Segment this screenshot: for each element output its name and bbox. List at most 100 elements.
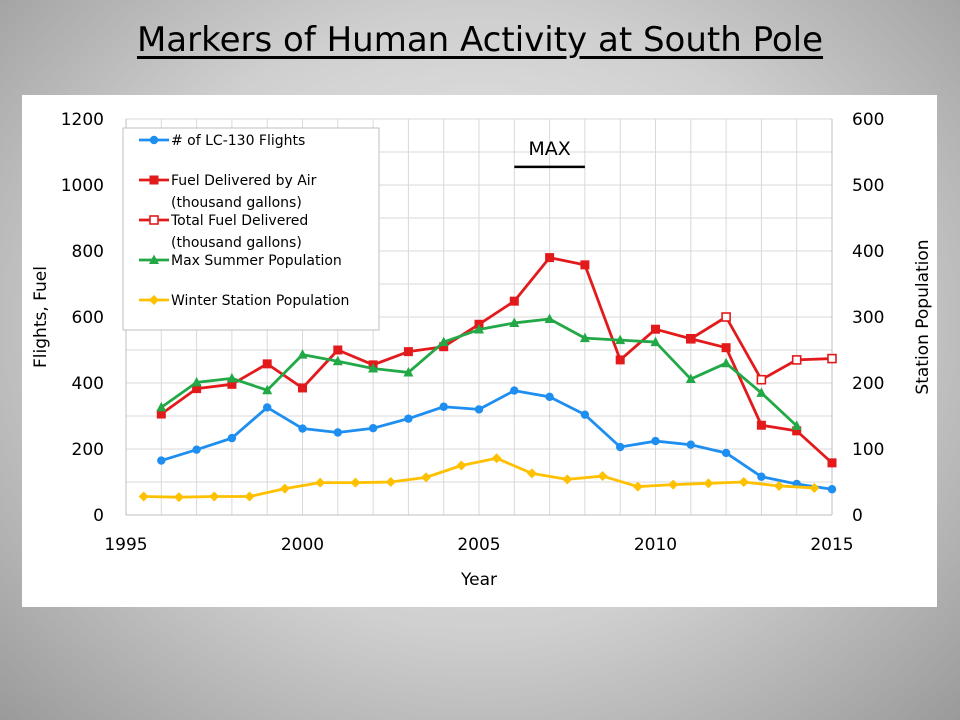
data-point-of-lc-130-flights xyxy=(757,472,766,481)
data-point-total-fuel-delivered-thousand-gallons xyxy=(827,353,837,364)
data-point-max-summer-population xyxy=(438,336,449,347)
data-point-of-lc-130-flights xyxy=(545,392,554,402)
y-tick-label: 600 xyxy=(72,308,104,328)
legend-box xyxy=(122,127,380,331)
y-tick-label: 1200 xyxy=(61,110,104,130)
data-point-winter-station-population xyxy=(491,453,502,464)
data-point-fuel-delivered-by-air-thousand-gallons xyxy=(156,409,166,419)
data-point-of-lc-130-flights xyxy=(616,442,625,452)
legend-label: Total Fuel Delivered xyxy=(170,213,308,229)
data-point-of-lc-130-flights xyxy=(439,402,448,411)
data-point-winter-station-population xyxy=(244,491,255,502)
x-tick-label: 2005 xyxy=(457,535,500,555)
y-tick-label: 1000 xyxy=(61,176,104,196)
data-point-winter-station-population xyxy=(703,478,714,489)
data-point-fuel-delivered-by-air-thousand-gallons xyxy=(439,342,449,352)
y2-tick-label: 600 xyxy=(852,110,884,130)
y2-tick-label: 500 xyxy=(852,176,884,196)
data-point-max-summer-population xyxy=(191,376,202,387)
legend-swatch-marker xyxy=(149,254,159,264)
chart-panel: 0 200 400 600 800 1000 1200 0 100 200 300 400 500 600… xyxy=(22,95,937,607)
data-point-of-lc-130-flights xyxy=(368,424,378,433)
data-point-fuel-delivered-by-air-thousand-gallons xyxy=(792,426,802,436)
data-point-max-summer-population xyxy=(721,357,732,368)
data-point-fuel-delivered-by-air-thousand-gallons xyxy=(298,383,307,393)
legend-label: (thousand gallons) xyxy=(171,235,302,251)
data-point-of-lc-130-flights xyxy=(333,428,342,437)
data-point-total-fuel-delivered-thousand-gallons xyxy=(756,374,767,385)
data-point-max-summer-population xyxy=(579,332,590,343)
data-point-of-lc-130-flights xyxy=(827,485,837,494)
data-point-winter-station-population xyxy=(562,474,573,485)
y2-tick-label: 200 xyxy=(852,374,884,394)
legend-label: (thousand gallons) xyxy=(171,195,302,211)
series-line-fuel-delivered-by-air-thousand-gallons xyxy=(160,256,833,464)
x-tick-label: 2010 xyxy=(634,535,677,555)
series-line-winter-station-population xyxy=(143,456,815,499)
data-point-max-summer-population xyxy=(403,366,414,377)
data-point-max-summer-population xyxy=(297,349,308,359)
legend-swatch-marker xyxy=(149,135,159,145)
data-point-of-lc-130-flights xyxy=(510,386,519,395)
data-point-max-summer-population xyxy=(509,317,520,327)
data-point-fuel-delivered-by-air-thousand-gallons xyxy=(262,359,272,369)
y-tick-label: 800 xyxy=(72,242,104,262)
data-point-fuel-delivered-by-air-thousand-gallons xyxy=(686,334,696,344)
y2-tick-label: 400 xyxy=(852,242,884,262)
data-point-of-lc-130-flights xyxy=(404,414,413,423)
data-point-fuel-delivered-by-air-thousand-gallons xyxy=(403,347,413,357)
data-point-fuel-delivered-by-air-thousand-gallons xyxy=(756,420,766,430)
chart: 0 200 400 600 800 1000 1200 0 100 200 300 400 500 600… xyxy=(31,110,933,590)
data-point-of-lc-130-flights xyxy=(157,456,166,465)
legend-label: Fuel Delivered by Air xyxy=(171,173,317,189)
series-line-of-lc-130-flights xyxy=(160,389,833,491)
data-point-fuel-delivered-by-air-thousand-gallons xyxy=(333,345,343,355)
data-point-of-lc-130-flights xyxy=(651,436,660,446)
legend-label: # of LC-130 Flights xyxy=(171,133,305,149)
data-point-winter-station-population xyxy=(173,492,184,503)
data-point-of-lc-130-flights xyxy=(721,448,731,458)
legend-swatch-marker xyxy=(149,175,159,185)
y-axis-title: Flights, Fuel xyxy=(31,266,51,368)
data-point-winter-station-population xyxy=(774,480,785,491)
slide-title: Markers of Human Activity at South Pole xyxy=(136,20,824,60)
data-point-fuel-delivered-by-air-thousand-gallons xyxy=(227,379,237,389)
x-tick-label: 2000 xyxy=(281,535,324,555)
y2-tick-label: 100 xyxy=(852,440,884,460)
data-point-fuel-delivered-by-air-thousand-gallons xyxy=(721,343,731,353)
data-point-fuel-delivered-by-air-thousand-gallons xyxy=(615,355,625,365)
data-point-max-summer-population xyxy=(650,336,661,347)
data-point-winter-station-population xyxy=(632,481,643,492)
data-point-max-summer-population xyxy=(368,362,379,373)
x-tick-label: 2015 xyxy=(810,535,853,555)
y2-axis-title: Station Population xyxy=(913,239,933,394)
x-axis-title: Year xyxy=(460,570,497,590)
data-point-fuel-delivered-by-air-thousand-gallons xyxy=(509,296,519,306)
data-point-winter-station-population xyxy=(315,477,326,488)
data-point-max-summer-population xyxy=(685,373,696,384)
data-point-of-lc-130-flights xyxy=(474,405,484,414)
y-tick-label: 400 xyxy=(72,374,104,394)
data-point-of-lc-130-flights xyxy=(686,440,695,449)
y2-tick-label: 0 xyxy=(852,506,863,526)
data-point-fuel-delivered-by-air-thousand-gallons xyxy=(192,384,202,394)
data-point-winter-station-population xyxy=(209,491,220,502)
data-point-fuel-delivered-by-air-thousand-gallons xyxy=(580,260,590,270)
data-point-fuel-delivered-by-air-thousand-gallons xyxy=(651,324,660,334)
legend-swatch-marker xyxy=(149,215,159,225)
data-point-max-summer-population xyxy=(791,420,802,430)
data-point-winter-station-population xyxy=(668,479,679,490)
data-point-winter-station-population xyxy=(526,468,537,479)
data-point-of-lc-130-flights xyxy=(263,403,272,412)
data-point-max-summer-population xyxy=(615,334,626,345)
data-point-of-lc-130-flights xyxy=(298,424,307,433)
y2-tick-label: 300 xyxy=(852,308,884,328)
data-point-fuel-delivered-by-air-thousand-gallons xyxy=(827,458,837,468)
y-tick-label: 0 xyxy=(93,506,104,526)
data-point-total-fuel-delivered-thousand-gallons xyxy=(721,312,731,322)
x-tick-label: 1995 xyxy=(104,535,147,555)
data-point-winter-station-population xyxy=(350,477,361,488)
data-point-max-summer-population xyxy=(262,384,273,395)
data-point-max-summer-population xyxy=(226,372,237,383)
data-point-max-summer-population xyxy=(756,387,767,397)
